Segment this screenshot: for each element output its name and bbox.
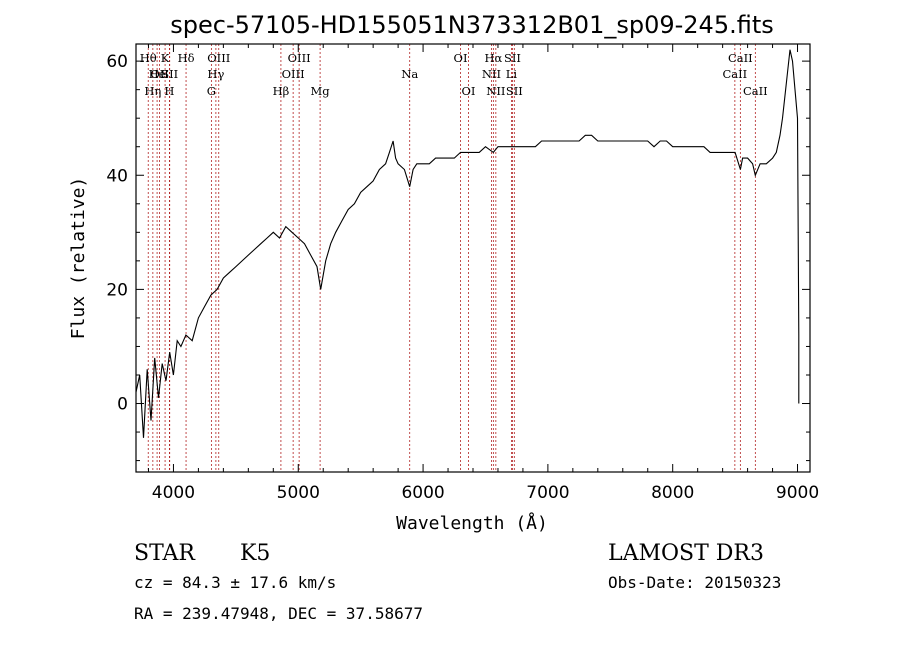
spectral-line-label: Mg — [311, 84, 331, 98]
spectral-line-label: SII — [504, 51, 521, 65]
redshift-text: cz = 84.3 ± 17.6 km/s — [134, 573, 336, 592]
survey-name: LAMOST DR3 — [608, 541, 764, 566]
spectral-line-label: Li — [506, 67, 518, 81]
spectral-line-labels: HθHηHeOIIKHSIIHδGHγOIIIHβOIIIOIIIMgNaOIO… — [140, 51, 768, 98]
spectral-line-label: OI — [454, 51, 468, 65]
spectral-line-label: SII — [506, 84, 523, 98]
x-axis-label: Wavelength (Å) — [396, 512, 548, 534]
spectral-line-label: G — [207, 84, 216, 98]
spectral-line-markers — [147, 44, 756, 472]
spectral-line-label: K — [161, 51, 170, 65]
spectral-line-label: NII — [486, 84, 505, 98]
spectral-line-label: H — [164, 84, 174, 98]
spectral-line-label: CaII — [728, 51, 753, 65]
y-tick-label: 20 — [106, 280, 128, 300]
spectral-line-label: OII — [150, 67, 169, 81]
x-tick-label: 4000 — [152, 483, 195, 503]
spectral-line-label: SII — [161, 67, 178, 81]
spectral-line-label: Hα — [484, 51, 502, 65]
y-axis: 0 20 40 60 — [106, 52, 810, 462]
spectral-line-label: CaII — [722, 67, 747, 81]
object-class: STAR — [134, 541, 196, 566]
spectral-line-label: CaII — [743, 84, 768, 98]
spectral-line-label: He — [149, 67, 166, 81]
y-axis-label: Flux (relative) — [68, 177, 89, 340]
spectral-line-label: Hδ — [178, 51, 195, 65]
obs-date-text: Obs-Date: 20150323 — [608, 573, 781, 592]
x-tick-label: 7000 — [526, 483, 569, 503]
object-subclass: K5 — [240, 541, 270, 566]
spectral-line-label: OIII — [288, 51, 311, 65]
coordinates-text: RA = 239.47948, DEC = 37.58677 — [134, 604, 423, 623]
plot-frame — [135, 43, 811, 473]
x-tick-label: 6000 — [401, 483, 444, 503]
x-axis: 4000 5000 6000 7000 8000 9000 — [147, 44, 819, 503]
spectrum-line — [135, 49, 800, 438]
spectral-line-label: OIII — [282, 67, 305, 81]
chart-title: spec-57105-HD155051N373312B01_sp09-245.f… — [170, 11, 774, 39]
spectral-line-label: Na — [401, 67, 418, 81]
spectral-line-label: Hθ — [140, 51, 157, 65]
y-tick-label: 40 — [106, 166, 128, 186]
spectral-line-label: Hη — [144, 84, 161, 98]
x-tick-label: 9000 — [776, 483, 819, 503]
y-tick-label: 60 — [106, 52, 128, 72]
spectral-line-label: OIII — [207, 51, 230, 65]
spectral-line-label: Hγ — [207, 67, 224, 81]
spectral-line-label: NII — [482, 67, 501, 81]
spectral-line-label: Hβ — [273, 84, 290, 98]
x-tick-label: 5000 — [277, 483, 320, 503]
x-tick-label: 8000 — [651, 483, 694, 503]
spectral-line-label: OI — [462, 84, 476, 98]
y-tick-label: 0 — [117, 395, 128, 415]
